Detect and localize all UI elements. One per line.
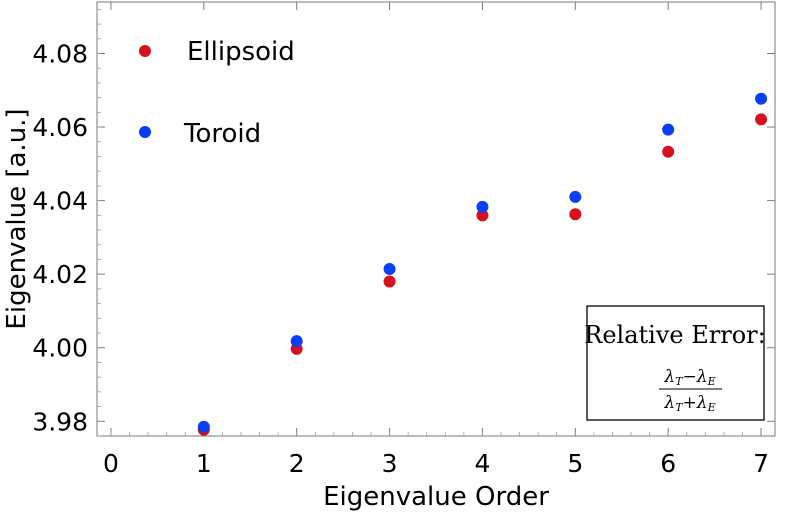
data-points [197, 92, 768, 436]
x-tick-label: 0 [103, 449, 119, 478]
x-tick-label: 4 [474, 449, 490, 478]
x-tick-label: 3 [382, 449, 398, 478]
x-tick-label: 6 [660, 449, 676, 478]
point-toroid-6 [662, 123, 675, 136]
y-tick-label: 4.00 [32, 334, 88, 363]
x-tick-label: 5 [567, 449, 583, 478]
plot-frame [96, 1, 776, 437]
point-toroid-5 [569, 190, 582, 203]
legend: Ellipsoid Toroid [139, 37, 295, 149]
x-tick-label: 7 [753, 449, 769, 478]
y-tick-label: 4.04 [32, 187, 88, 216]
point-toroid-4 [476, 200, 489, 213]
legend-label-ellipsoid: Ellipsoid [187, 37, 295, 67]
point-toroid-3 [383, 263, 396, 276]
y-tick-labels: 3.98 4.00 4.02 4.04 4.06 4.08 [32, 39, 88, 436]
y-tick-label: 4.06 [32, 113, 88, 142]
legend-marker-ellipsoid [139, 45, 151, 57]
point-toroid-1 [197, 420, 210, 433]
y-axis-title: Eigenvalue [a.u.] [2, 108, 32, 329]
x-tick-labels: 0 1 2 3 4 5 6 7 [103, 449, 769, 478]
point-toroid-7 [755, 92, 768, 105]
y-tick-label: 3.98 [32, 407, 88, 436]
x-axis-title: Eigenvalue Order [323, 482, 549, 512]
point-ellipsoid-6 [662, 145, 675, 158]
point-toroid-2 [290, 335, 303, 348]
annotation-frame [586, 305, 765, 421]
relative-error-box: Relative Error: λT−λE λT+λE [584, 305, 766, 421]
point-ellipsoid-5 [569, 208, 582, 221]
annotation-title: Relative Error: [584, 321, 765, 349]
x-tick-label: 2 [289, 449, 305, 478]
y-tick-label: 4.02 [32, 260, 88, 289]
x-tick-label: 1 [196, 449, 212, 478]
point-ellipsoid-7 [755, 113, 768, 126]
point-ellipsoid-3 [383, 275, 396, 288]
y-tick-label: 4.08 [32, 39, 88, 68]
point-ellipsoid-4 [476, 209, 489, 222]
legend-marker-toroid [139, 126, 151, 138]
legend-label-toroid: Toroid [183, 119, 261, 149]
